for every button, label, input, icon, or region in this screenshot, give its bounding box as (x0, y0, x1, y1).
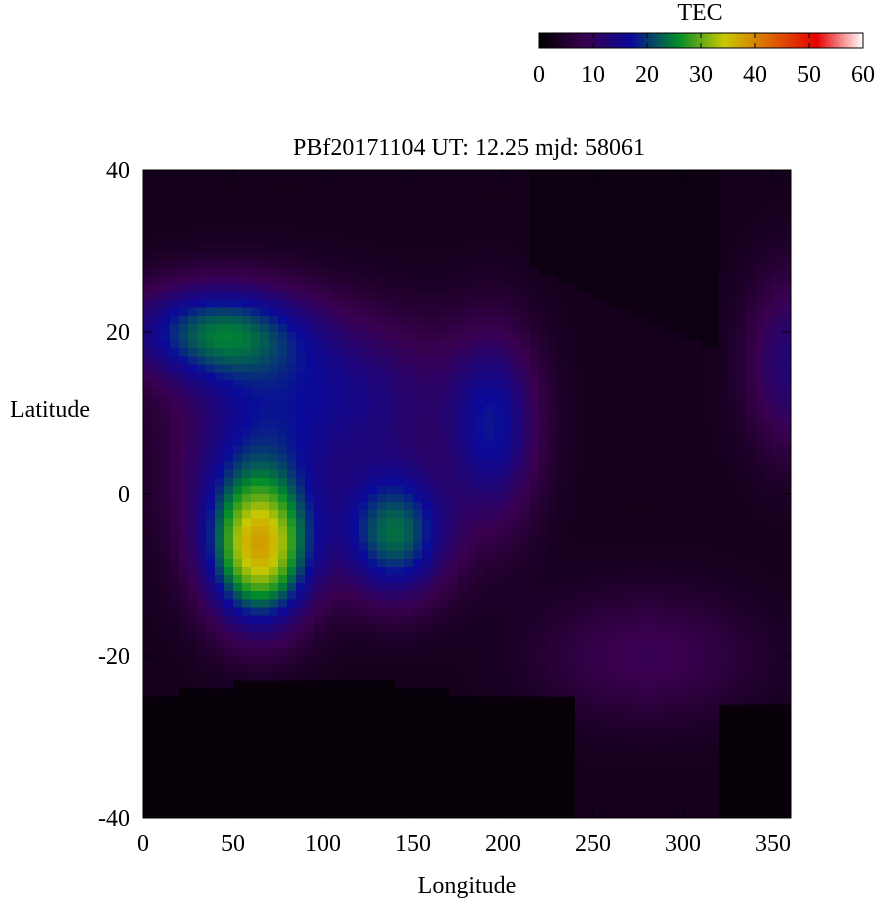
x-tick-label: 300 (665, 831, 701, 857)
y-tick-label: -20 (98, 644, 130, 670)
y-axis: -40 -20 0 20 40 (98, 158, 791, 832)
chart-title: PBf20171104 UT: 12.25 mjd: 58061 (293, 135, 645, 161)
y-axis-label: Latitude (10, 397, 90, 423)
x-tick-label: 250 (575, 831, 611, 857)
colorbar-tick-label: 0 (533, 62, 545, 88)
y-tick-label: 20 (106, 320, 130, 346)
y-tick-label: 40 (106, 158, 130, 184)
colorbar-label: TEC (677, 0, 722, 26)
x-tick-label: 50 (221, 831, 245, 857)
colorbar-tick-label: 30 (689, 62, 713, 88)
x-tick-label: 150 (395, 831, 431, 857)
colorbar-ticks: 0 10 20 30 40 50 60 (533, 33, 875, 88)
x-axis-label: Longitude (418, 873, 517, 899)
colorbar-tick-label: 60 (851, 62, 875, 88)
y-tick-label: 0 (118, 482, 130, 508)
y-tick-label: -40 (98, 806, 130, 832)
x-tick-label: 350 (755, 831, 791, 857)
colorbar-tick-label: 10 (581, 62, 605, 88)
x-tick-label: 0 (137, 831, 149, 857)
x-tick-label: 100 (305, 831, 341, 857)
x-axis: 0 50 100 150 200 250 300 350 (137, 170, 791, 857)
colorbar-tick-label: 50 (797, 62, 821, 88)
colorbar-tick-label: 40 (743, 62, 767, 88)
colorbar-tick-label: 20 (635, 62, 659, 88)
x-tick-label: 200 (485, 831, 521, 857)
heatmap-image (143, 170, 791, 818)
